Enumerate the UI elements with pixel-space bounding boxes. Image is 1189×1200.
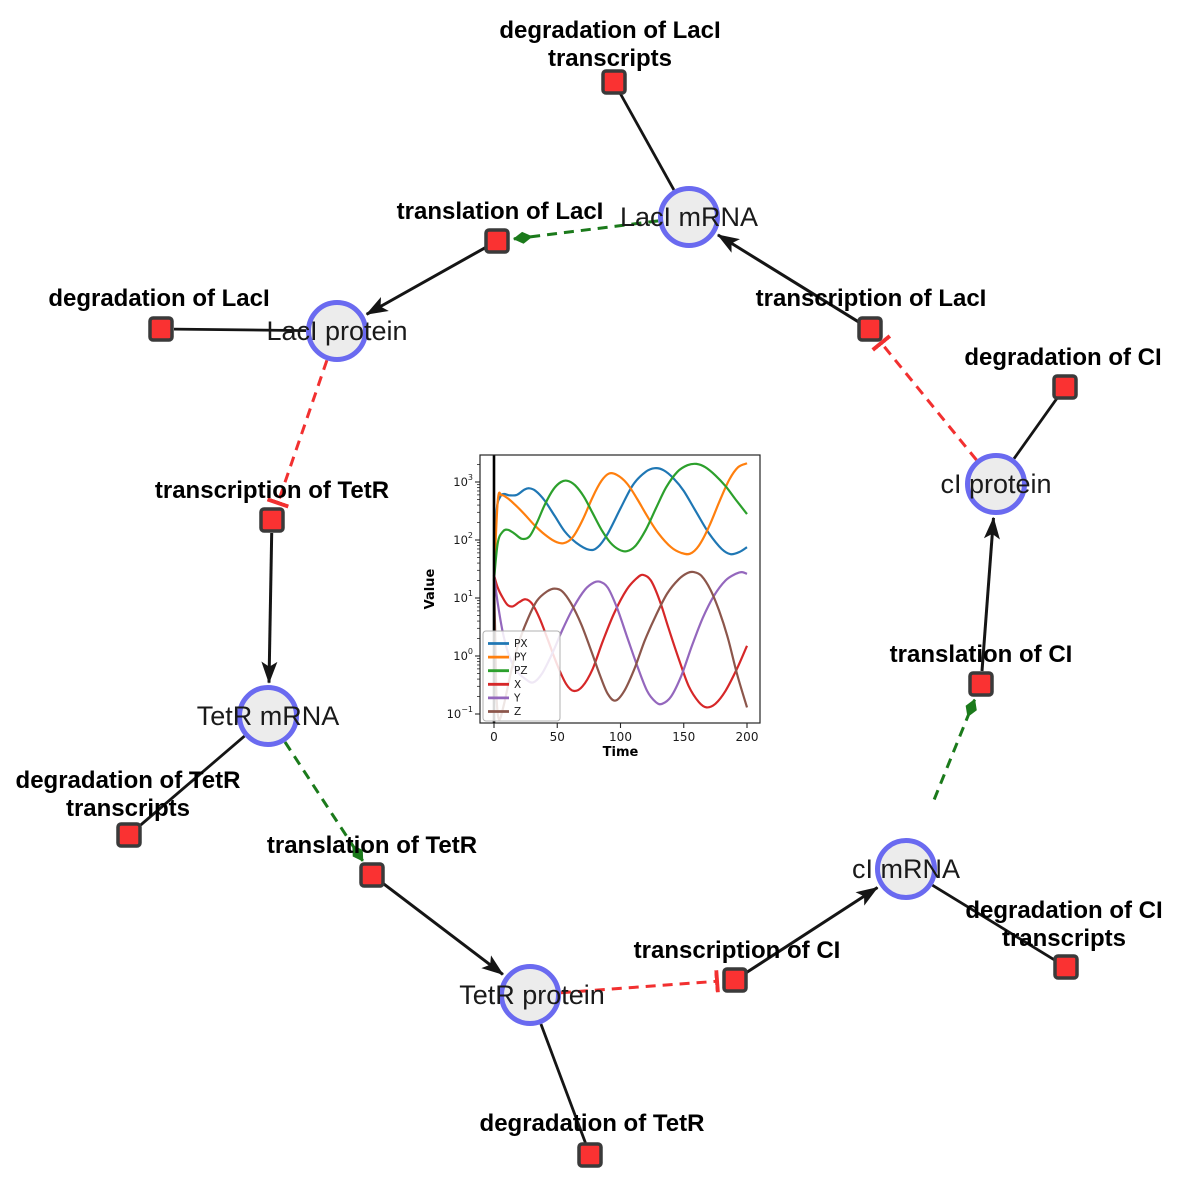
reaction-node-deg-laci[interactable]: [148, 316, 174, 342]
reaction-label: transcription of LacI: [756, 285, 987, 312]
reaction-label: translation of CI: [890, 641, 1073, 668]
reaction-label: degradation of CI: [965, 897, 1162, 924]
reaction-label: degradation of TetR: [480, 1110, 705, 1137]
reaction-label: degradation of TetR: [16, 767, 241, 794]
legend-label-Y: Y: [513, 692, 521, 704]
legend-label-PY: PY: [514, 652, 527, 664]
x-tick-label: 200: [736, 730, 759, 744]
x-tick-label: 150: [672, 730, 695, 744]
species-node-laci-protein[interactable]: [306, 300, 368, 362]
series-PX-line: [492, 467, 748, 581]
edge-ci-protein-inhibits-transcription-laci: [871, 334, 978, 461]
edge-tetr-protein-to-deg: [539, 1023, 587, 1144]
y-tick-label: 103: [453, 473, 473, 489]
reaction-label: degradation of CI: [964, 344, 1161, 371]
edge-tetr-mrna-modifies-translation: [283, 741, 364, 862]
edge-ci-protein-to-deg: [1012, 396, 1059, 460]
edge-translation-ci-to-protein: [980, 516, 1000, 672]
reaction-label: transcripts: [548, 45, 672, 72]
reaction-node-deg-tetr[interactable]: [577, 1142, 603, 1168]
species-label: cI protein: [940, 469, 1051, 499]
reaction-node-deg-tetr-transcripts[interactable]: [116, 822, 142, 848]
legend-label-Z: Z: [514, 706, 521, 718]
legend-label-X: X: [514, 679, 521, 691]
reaction-label: degradation of LacI: [48, 285, 269, 312]
species-label: LacI protein: [266, 316, 407, 346]
reaction-node-transcription-ci[interactable]: [722, 967, 748, 993]
edge-transcription-tetr-to-mrna: [261, 532, 278, 684]
edge-tetr-mrna-to-deg-transcripts: [137, 735, 246, 828]
species-label: TetR mRNA: [197, 701, 340, 731]
species-label: cI mRNA: [852, 854, 960, 884]
reaction-label: transcripts: [66, 795, 190, 822]
reaction-label: transcription of TetR: [155, 477, 389, 504]
reaction-label: transcripts: [1002, 925, 1126, 952]
species-node-tetr-mrna[interactable]: [237, 685, 299, 747]
edge-laci-mrna-modifies-translation: [512, 219, 659, 244]
edge-laci-protein-to-deg: [173, 327, 307, 332]
species-node-ci-protein[interactable]: [965, 453, 1027, 515]
reaction-label: translation of LacI: [397, 198, 604, 225]
reaction-node-deg-ci[interactable]: [1052, 374, 1078, 400]
edge-laci-protein-inhibits-transcription-tetr: [266, 359, 329, 509]
x-tick-label: 100: [609, 730, 632, 744]
edge-laci-mrna-to-deg-transcripts: [618, 92, 676, 191]
y-tick-label: 101: [453, 589, 473, 605]
y-tick-label: 10−1: [447, 705, 473, 721]
species-node-laci-mrna[interactable]: [658, 186, 720, 248]
series-PY-line: [492, 462, 748, 581]
inset-simulation-plot: 0 50 100 150 20010−1100101102103TimeValuePXP…: [423, 454, 761, 760]
reaction-node-transcription-laci[interactable]: [857, 316, 883, 342]
edge-transcription-laci-to-mrna: [717, 233, 860, 324]
series-X-line: [492, 573, 749, 709]
edge-ci-mrna-modifies-translation: [932, 698, 977, 801]
reaction-node-translation-tetr[interactable]: [359, 862, 385, 888]
species-label: TetR protein: [459, 980, 605, 1010]
y-tick-label: 102: [453, 531, 473, 547]
reaction-node-deg-ci-transcripts[interactable]: [1053, 954, 1079, 980]
reaction-label: degradation of LacI: [499, 17, 720, 44]
reaction-label: transcription of CI: [634, 937, 841, 964]
edge-translation-tetr-to-protein: [381, 881, 504, 976]
reaction-node-translation-laci[interactable]: [484, 228, 510, 254]
x-axis-title: Time: [603, 745, 639, 760]
edge-tetr-protein-inhibits-transcription-ci: [560, 970, 720, 995]
species-node-ci-mrna[interactable]: [875, 838, 937, 900]
x-tick-label: 0: [490, 730, 498, 744]
species-label: LacI mRNA: [620, 202, 758, 232]
legend-label-PZ: PZ: [514, 665, 528, 677]
x-tick-label: 50: [550, 730, 565, 744]
species-node-tetr-protein[interactable]: [499, 964, 561, 1026]
reaction-node-transcription-tetr[interactable]: [259, 507, 285, 533]
legend-label-PX: PX: [514, 638, 528, 650]
edge-transcription-ci-to-mrna: [745, 886, 879, 975]
edge-translation-laci-to-protein: [365, 246, 487, 316]
edge-ci-mrna-to-deg-transcripts: [931, 884, 1056, 962]
reaction-node-deg-laci-transcripts[interactable]: [601, 69, 627, 95]
y-tick-label: 100: [453, 647, 473, 663]
reaction-node-translation-ci[interactable]: [968, 671, 994, 697]
series-PZ-line: [492, 462, 748, 581]
reaction-label: translation of TetR: [267, 832, 477, 859]
y-axis-title: Value: [423, 568, 438, 609]
